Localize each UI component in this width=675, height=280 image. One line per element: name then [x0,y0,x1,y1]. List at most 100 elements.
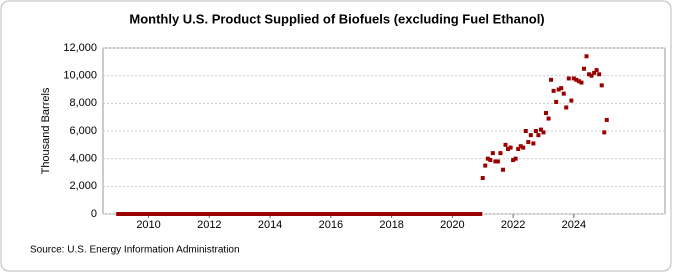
marker [176,212,181,216]
marker [128,212,133,216]
marker [551,88,556,93]
marker [376,212,381,216]
marker [513,156,518,161]
x-tick-label: 2022 [501,219,525,231]
x-tick-label: 2014 [258,219,282,231]
marker [151,212,156,216]
marker [217,212,222,216]
marker [263,212,268,216]
marker [427,212,432,216]
marker [313,212,318,216]
marker [268,212,273,216]
marker [485,156,490,161]
marker [414,212,419,216]
marker [331,212,336,216]
marker [214,212,219,216]
marker [207,212,212,216]
marker [371,212,376,216]
marker [473,212,478,216]
marker [225,212,230,216]
marker [407,212,412,216]
marker [404,212,409,216]
source: Source: U.S. Energy Information Administ… [30,245,240,256]
marker [121,212,126,216]
marker [194,212,199,216]
marker [483,163,488,168]
marker [283,212,288,216]
marker [184,212,189,216]
marker [516,146,521,151]
marker [245,212,250,216]
marker [382,212,386,216]
marker [255,212,260,216]
marker [149,212,154,216]
y-tick-label: 4,000 [69,153,97,165]
marker [460,212,465,216]
marker [584,54,589,59]
marker [354,212,359,216]
marker [273,212,278,216]
marker [138,212,143,216]
marker [265,212,270,216]
marker [463,212,468,216]
marker [174,212,179,216]
marker [171,212,176,216]
marker [306,212,311,216]
marker [189,212,194,216]
marker [468,212,473,216]
marker [599,83,604,88]
marker [300,212,305,216]
marker [146,212,151,216]
marker [341,212,346,216]
y-tick-label: 0 [91,208,97,220]
marker [480,176,485,181]
marker [566,76,571,81]
marker [589,73,594,78]
marker [533,129,538,133]
marker [187,212,192,216]
marker [270,212,275,216]
frame [0,0,672,272]
marker [475,212,480,216]
marker [506,146,511,151]
marker [521,145,526,150]
marker [219,212,224,216]
marker [182,212,187,216]
marker [232,212,237,216]
marker [546,116,551,121]
marker [576,79,581,84]
marker [387,212,392,216]
marker [240,212,245,216]
marker [526,140,531,145]
marker [457,212,462,216]
marker [237,212,242,216]
marker [500,167,505,172]
marker [604,117,609,122]
marker [455,212,460,216]
marker [336,212,341,216]
marker [164,212,169,216]
marker [399,212,404,216]
marker [549,77,554,82]
marker [141,212,146,216]
marker [311,212,316,216]
marker [554,99,559,104]
x-tick-label: 2016 [319,219,343,231]
marker [338,212,343,216]
marker [392,212,397,216]
marker [490,151,495,156]
marker [503,142,508,147]
marker [569,98,574,103]
marker [366,212,371,216]
marker [308,212,313,216]
marker [488,158,493,163]
marker [435,212,440,216]
marker [450,212,455,216]
marker [288,212,293,216]
marker [498,151,503,156]
marker [508,145,513,150]
marker [323,212,328,216]
marker [278,212,283,216]
marker [571,76,576,81]
